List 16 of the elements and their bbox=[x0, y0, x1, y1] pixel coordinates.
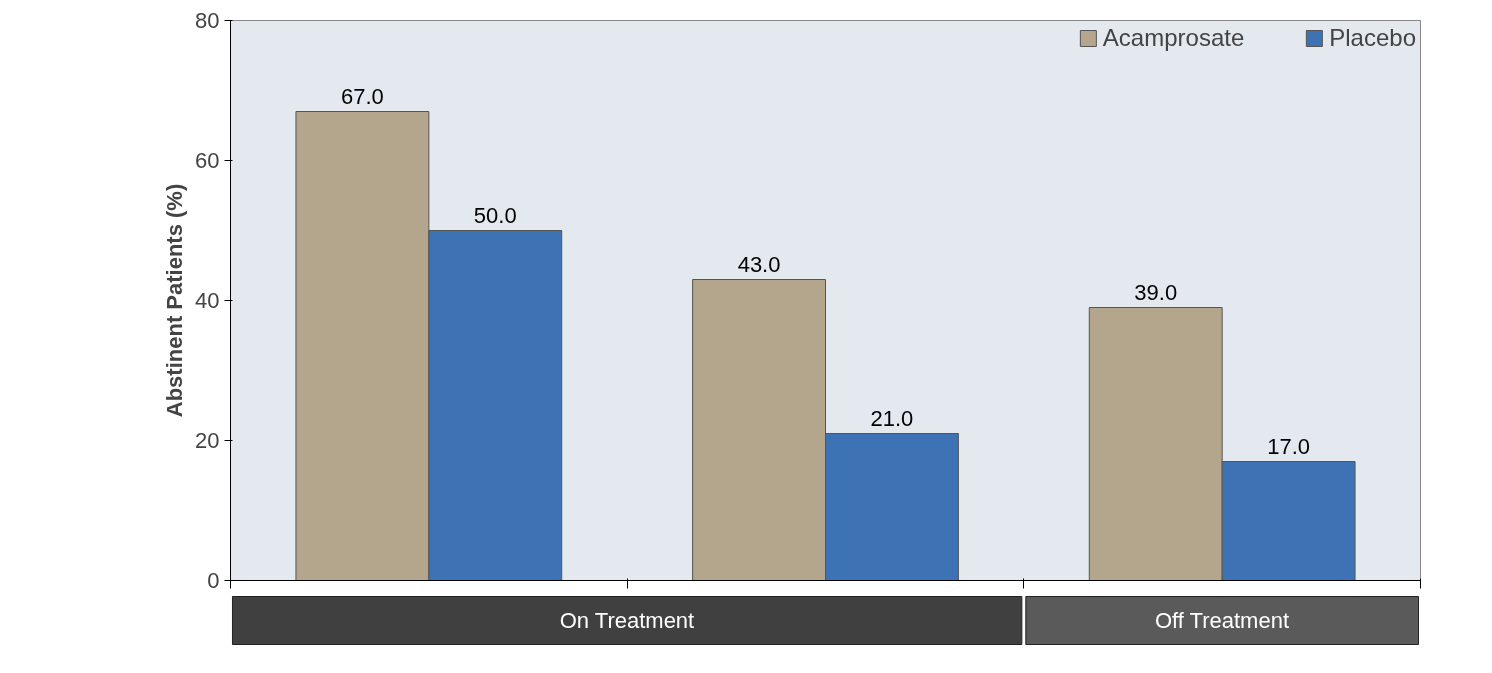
data-label: 39.0 bbox=[1134, 279, 1178, 305]
data-label: 21.0 bbox=[870, 405, 914, 431]
text: On Treatment bbox=[559, 608, 695, 633]
y-tick-label: 0 bbox=[207, 568, 220, 593]
data-label: 50.0 bbox=[473, 202, 517, 228]
y-tick-label: 40 bbox=[195, 288, 220, 313]
y-tick-label: 60 bbox=[195, 148, 220, 173]
data-label: 17.0 bbox=[1267, 433, 1311, 459]
y-axis-title: Abstinent Patients (%) bbox=[162, 183, 188, 418]
text: Off Treatment bbox=[1154, 608, 1290, 633]
legend-label: Acamprosate bbox=[1102, 24, 1245, 52]
y-tick-label: 20 bbox=[195, 428, 220, 453]
data-label: 67.0 bbox=[340, 83, 384, 109]
y-tick-label: 80 bbox=[195, 8, 220, 33]
legend-label: Placebo bbox=[1329, 24, 1416, 52]
data-label: 43.0 bbox=[737, 251, 781, 277]
